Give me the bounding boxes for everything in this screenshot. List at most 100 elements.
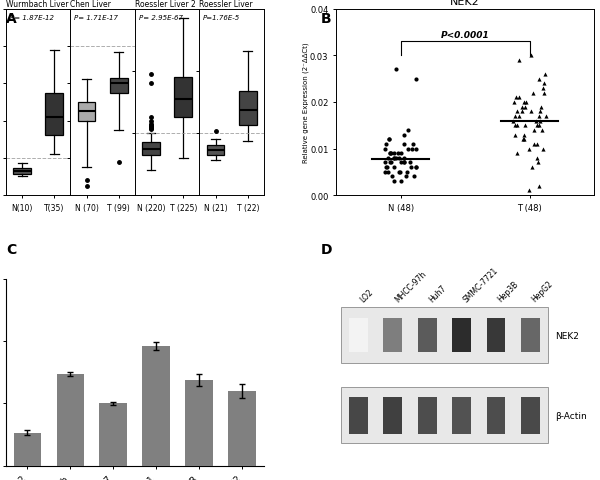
Point [537,127,547,134]
Bar [229,391,256,466]
Point [520,122,530,130]
PathPatch shape [206,145,224,156]
Point [407,145,416,153]
Point [534,122,544,130]
Bar [452,319,471,352]
Point [535,108,544,116]
Point [534,113,544,120]
Point [519,99,529,107]
Bar [487,397,505,434]
Point [380,145,389,153]
Point [391,155,401,162]
Point [532,155,541,162]
Point [512,122,521,130]
Point [519,136,529,144]
Point [383,168,393,176]
Point [389,164,399,172]
Text: Huh7: Huh7 [427,283,448,304]
Point [515,94,524,102]
Text: β-Actin: β-Actin [556,411,587,420]
Bar [349,319,368,352]
Point [517,108,527,116]
Point [395,168,405,176]
Bar [418,319,437,352]
Point [512,108,522,116]
Bar [100,404,127,466]
Y-axis label: Relative gene Expression (2⁻ΔΔCt): Relative gene Expression (2⁻ΔΔCt) [302,42,308,163]
Text: D: D [321,242,332,256]
Point [399,141,409,148]
Point [532,118,541,125]
Point [517,104,527,111]
Point [394,168,403,176]
Bar [341,387,548,443]
Point [410,173,419,181]
Point [524,145,533,153]
Point [399,159,409,167]
Point [526,108,536,116]
Bar [56,374,85,466]
Point [511,94,521,102]
Bar [349,397,368,434]
Point [412,164,421,172]
Text: A: A [6,12,17,26]
Point [509,99,519,107]
Point [534,182,544,190]
Text: B: B [321,12,332,26]
Point [541,71,550,79]
Point [521,99,530,107]
Point [402,168,412,176]
Point [381,164,391,172]
Bar [185,380,214,466]
Point [406,159,415,167]
Point [535,118,545,125]
Text: P= 1.71E-17: P= 1.71E-17 [74,15,118,21]
Text: MHCC-97h: MHCC-97h [393,269,428,304]
Point [400,159,409,167]
Point [392,66,401,74]
Point [528,89,538,97]
Point [394,155,404,162]
Point [541,113,551,120]
Text: Chen Liver: Chen Liver [70,0,112,9]
Point [404,127,413,134]
Text: HepG2: HepG2 [530,279,555,304]
Point [386,159,395,167]
Point [539,89,548,97]
PathPatch shape [110,78,128,93]
Bar [383,397,402,434]
Point [381,141,391,148]
Point [384,136,394,144]
Point [529,141,539,148]
Point [403,145,412,153]
Point [518,136,528,144]
Point [532,122,542,130]
Point [538,85,548,93]
Point [397,150,406,158]
Point [397,178,406,186]
Text: NEK2: NEK2 [556,331,579,340]
Point [511,113,520,120]
Point [534,75,544,83]
Point [524,187,534,195]
Bar [521,319,540,352]
Point [510,132,520,139]
Point [389,155,398,162]
Point [526,52,536,60]
Point [538,145,547,153]
Point [536,104,545,111]
PathPatch shape [175,78,192,118]
Point [382,164,392,172]
Text: Roessler Liver: Roessler Liver [199,0,253,9]
Text: Roessler Liver 2: Roessler Liver 2 [135,0,196,9]
Point [527,164,536,172]
Point [400,155,409,162]
Bar [487,319,505,352]
Text: C: C [6,242,16,256]
Point [514,57,524,65]
Text: P<0.0001: P<0.0001 [440,31,490,40]
Point [519,132,529,139]
Point [388,173,397,181]
Point [389,178,399,186]
Point [512,150,521,158]
